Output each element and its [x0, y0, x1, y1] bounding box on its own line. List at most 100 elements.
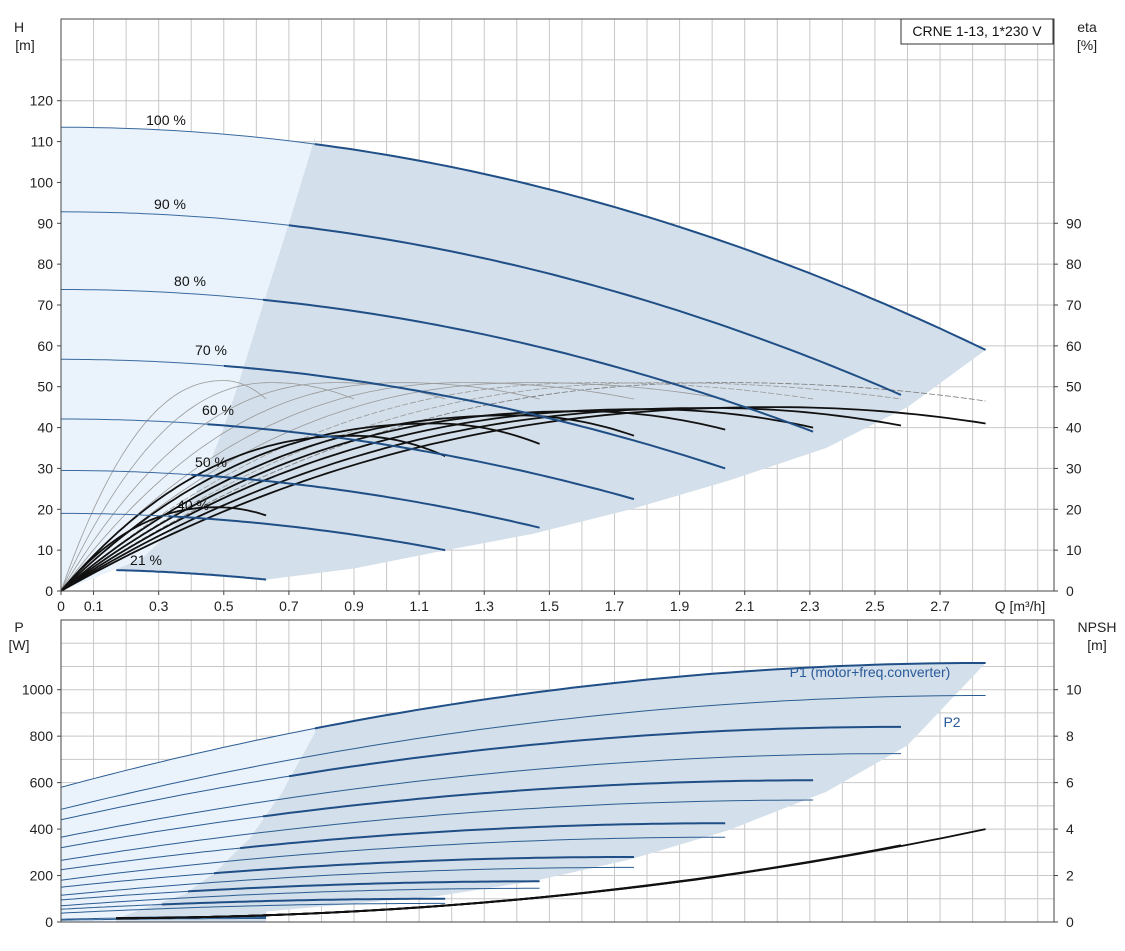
npsh-tick-label: 6: [1066, 775, 1074, 791]
y-axis-symbol: H: [14, 19, 24, 35]
npsh-tick-label: 2: [1066, 868, 1074, 884]
x-tick-label: 2.7: [930, 598, 950, 614]
x-tick-label: 1.1: [409, 598, 429, 614]
y-tick-label: 90: [37, 215, 53, 231]
head-axes: 0 10 20 30 40 50 60 70 80 90 100 110 120 0 10 20 30 40 50 6…: [30, 18, 1082, 614]
y-tick-label: 80: [37, 256, 53, 272]
y-tick-label: 20: [37, 501, 53, 517]
y-tick-label: 120: [30, 93, 54, 109]
x-tick-label: 1.7: [605, 598, 625, 614]
head-curves: [60, 126, 987, 581]
y-tick-label: 50: [37, 379, 53, 395]
x-tick-label: 2.5: [865, 598, 885, 614]
y-tick-label: 110: [31, 134, 54, 150]
speed-label: 60 %: [202, 402, 234, 418]
head-curve: [262, 298, 814, 433]
y-tick-label: 60: [37, 338, 53, 354]
p1-curve-reduced: [60, 872, 215, 888]
p1-curve-reduced: [60, 904, 162, 910]
npsh-tick-label: 8: [1066, 728, 1074, 744]
head-curve-reduced: [61, 512, 169, 517]
p1-curve: [187, 880, 540, 893]
p1-series-label: P1 (motor+freq.converter): [790, 664, 951, 680]
eta-curve-extended: [60, 380, 267, 592]
x-tick-label: 1.5: [540, 598, 560, 614]
speed-label: 40 %: [177, 497, 209, 513]
head-curve-reduced: [61, 126, 315, 145]
eta-curve-extended: [60, 382, 902, 592]
speed-label: 70 %: [195, 342, 227, 358]
operating-range-area: [61, 127, 986, 592]
p2-curve: [60, 799, 814, 861]
y2-tick-label: 60: [1066, 338, 1082, 354]
reduced-range-area: [61, 127, 315, 592]
y-tick-label: 70: [37, 297, 53, 313]
head-curve: [191, 473, 540, 529]
y2-tick-label: 10: [1066, 542, 1082, 558]
x-tick-label: 0.9: [344, 598, 364, 614]
speed-label: 80 %: [174, 273, 206, 289]
p1-curve: [288, 725, 901, 778]
p-axis-unit: [W]: [9, 637, 30, 653]
p1-curve: [239, 822, 726, 850]
y2-tick-label: 0: [1066, 583, 1074, 599]
y-tick-label: 10: [37, 542, 53, 558]
y2-tick-label: 80: [1066, 256, 1082, 272]
x-axis-label: Q [m³/h]: [995, 598, 1046, 614]
eta-curve-extended: [60, 382, 726, 592]
p-tick-label: 0: [45, 914, 53, 930]
head-curve: [168, 515, 446, 552]
p1-curve-reduced: [60, 727, 315, 788]
head-curve-reduced: [61, 358, 224, 367]
eta-curve-extended: [60, 382, 355, 592]
x-tick-label: 0.7: [279, 598, 299, 614]
p-tick-label: 1000: [22, 682, 53, 698]
p1-curve-reduced: [60, 847, 241, 871]
head-curve: [314, 143, 987, 351]
y2-tick-label: 90: [1066, 215, 1082, 231]
head-curve-reduced: [61, 470, 192, 476]
x-tick-label: 2.3: [800, 598, 820, 614]
head-curve: [288, 224, 902, 396]
power-frame: [60, 619, 1055, 923]
speed-label: 21 %: [130, 552, 162, 568]
power-axes: 0 200 400 600 800 1000 0 2 4 6 8 10: [22, 619, 1082, 930]
y2-tick-label: 70: [1066, 297, 1082, 313]
y-tick-label: 100: [30, 174, 54, 190]
x-tick-label: 0.1: [84, 598, 104, 614]
p2-curves: [60, 695, 986, 921]
power-operating-area: [61, 663, 986, 922]
p2-curve: [61, 918, 267, 921]
eta-curve: [60, 406, 986, 592]
head-curve: [116, 569, 267, 581]
npsh-axis-unit: [m]: [1087, 637, 1106, 653]
y-tick-label: 0: [45, 583, 53, 599]
p1-curves: [60, 662, 986, 920]
p1-curve: [213, 856, 634, 875]
y-tick-label: 40: [37, 420, 53, 436]
reduced-power-area: [61, 728, 315, 922]
head-curve: [207, 423, 635, 501]
eta-curve: [60, 410, 726, 592]
head-curve-reduced: [61, 289, 263, 301]
p-tick-label: 800: [30, 728, 54, 744]
x-tick-label: 1.3: [475, 598, 495, 614]
p1-curve: [262, 779, 814, 818]
p2-curve: [60, 695, 986, 810]
y2-axis-symbol: eta: [1077, 19, 1097, 35]
operating-range-area: [116, 137, 986, 580]
head-curve: [223, 364, 726, 470]
y2-tick-label: 40: [1066, 420, 1082, 436]
p1-curve-reduced: [60, 815, 263, 849]
p2-curve: [60, 887, 540, 907]
p1-curve: [161, 897, 446, 906]
p1-curve-reduced: [61, 917, 117, 920]
npsh-tick-label: 10: [1066, 682, 1082, 698]
legend-box: [900, 18, 1054, 45]
p-tick-label: 600: [30, 775, 54, 791]
x-tick-label: 0: [57, 598, 65, 614]
npsh-tick-label: 0: [1066, 914, 1074, 930]
y2-tick-label: 20: [1066, 501, 1082, 517]
y2-tick-label: 50: [1066, 379, 1082, 395]
